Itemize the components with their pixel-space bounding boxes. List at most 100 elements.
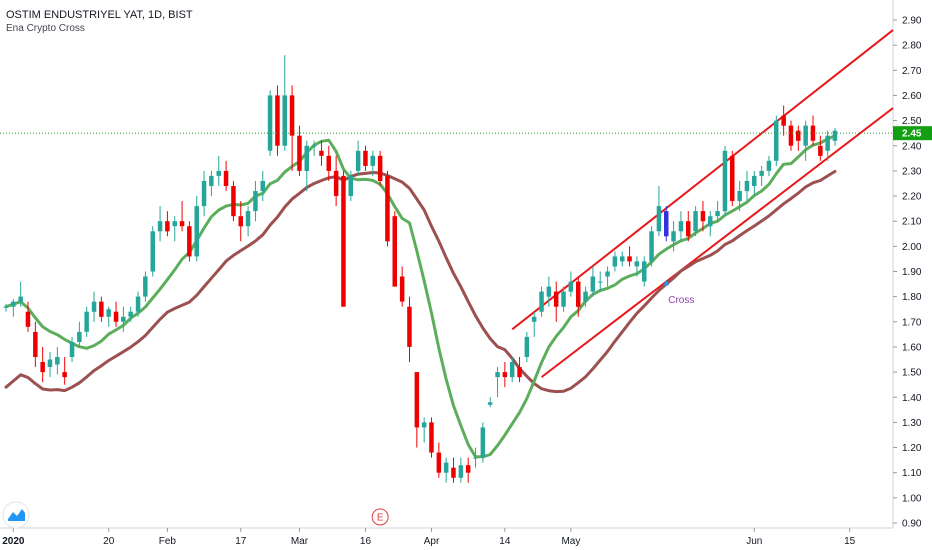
candle-body — [326, 155, 331, 171]
candle-body — [253, 191, 258, 212]
candle-body — [231, 186, 236, 217]
candle-body — [436, 452, 442, 473]
candle-body — [458, 465, 464, 478]
earnings-event-letter: E — [377, 513, 384, 524]
y-tick-label: 2.50 — [902, 116, 922, 127]
candle-body — [69, 341, 75, 357]
candle-body — [135, 296, 141, 312]
x-tick-label: 20 — [103, 536, 115, 547]
y-tick-label: 1.60 — [902, 342, 922, 353]
candle-body — [561, 291, 566, 307]
x-tick-label: Apr — [424, 536, 440, 547]
x-tick-label: 2020 — [2, 536, 25, 547]
candle-body — [121, 316, 126, 322]
candle-body — [678, 221, 684, 232]
candle-body — [774, 120, 779, 161]
candle-body — [730, 155, 735, 202]
candle-body — [693, 211, 698, 232]
x-tick-label: Feb — [159, 536, 177, 547]
candle-body — [150, 231, 155, 272]
candle-body — [143, 276, 148, 297]
y-tick-label: 1.10 — [902, 468, 922, 479]
candle-body — [84, 311, 89, 332]
time-axis[interactable]: 2020 20 Feb 17 Mar 16 Apr 14 May Jun 15 — [2, 528, 856, 547]
candle-body — [642, 261, 647, 282]
candle-body — [539, 291, 544, 312]
candle-body — [40, 362, 45, 373]
channel-lower-line — [540, 107, 894, 378]
candle-body — [620, 256, 625, 262]
candle-body — [421, 422, 427, 428]
slow-moving-average — [4, 169, 837, 394]
fast-moving-average — [4, 134, 837, 459]
candle-body — [311, 145, 317, 147]
candle-body — [583, 291, 588, 302]
x-tick-label: May — [561, 536, 580, 547]
candle-body — [803, 125, 808, 146]
candle-body — [282, 95, 287, 146]
candle-body — [55, 357, 60, 365]
candle-body — [407, 306, 412, 347]
symbol-title: OSTIM ENDUSTRIYEL YAT, 1D, BIST — [6, 9, 193, 21]
candle-body — [106, 309, 111, 317]
candle-body — [165, 221, 170, 232]
candle-body — [744, 181, 750, 192]
x-tick-label: 15 — [844, 536, 856, 547]
y-tick-label: 1.50 — [902, 368, 922, 379]
candle-body — [267, 95, 273, 151]
y-tick-label: 1.80 — [902, 292, 922, 303]
candle-body — [568, 281, 574, 292]
candle-body — [201, 181, 207, 207]
candle-body — [443, 462, 449, 473]
candle-body — [517, 367, 522, 378]
candle-body — [473, 457, 478, 459]
candle-body — [47, 359, 53, 367]
candle-body — [605, 271, 610, 277]
candle-body — [355, 150, 361, 171]
price-axis[interactable]: 0.90 1.00 1.10 1.20 1.30 1.40 1.50 1.60 1.70 1.80… — [893, 16, 922, 530]
candle-body — [781, 115, 786, 126]
candle-body — [172, 221, 177, 227]
last-price-line: 2.45 — [0, 126, 932, 141]
y-tick-label: 2.70 — [902, 66, 922, 77]
candle-body — [502, 372, 508, 378]
y-tick-label: 2.40 — [902, 141, 922, 152]
candle-body — [3, 306, 9, 308]
chart-grid — [0, 0, 894, 529]
candle-body — [546, 286, 552, 297]
cross-signal-arrow: ▲ — [661, 277, 671, 288]
candle-body — [627, 256, 632, 262]
y-tick-label: 2.20 — [902, 192, 922, 203]
y-tick-label: 1.20 — [902, 443, 922, 454]
candle-body — [99, 301, 104, 317]
y-tick-label: 2.00 — [902, 242, 922, 253]
candle-body — [297, 135, 302, 171]
candle-body — [634, 261, 640, 267]
candle-body — [128, 311, 133, 317]
candle-body — [465, 465, 471, 473]
candle-body — [722, 150, 728, 212]
tradingview-logo[interactable] — [2, 501, 30, 529]
candle-body — [451, 467, 456, 478]
candle-body — [737, 191, 742, 202]
candle-body — [341, 175, 346, 307]
trend-channel[interactable] — [511, 29, 894, 378]
candlestick-series — [3, 55, 838, 483]
candle-body — [370, 155, 375, 166]
y-tick-label: 1.40 — [902, 393, 922, 404]
candle-body — [700, 211, 706, 222]
candle-body — [553, 291, 559, 307]
candle-body — [77, 331, 82, 342]
y-tick-label: 2.30 — [902, 166, 922, 177]
last-price-value: 2.45 — [902, 129, 922, 140]
x-tick-label: 14 — [499, 536, 511, 547]
candle-body — [25, 311, 31, 327]
earnings-event-marker — [371, 508, 389, 526]
last-price-tag — [893, 126, 932, 141]
indicator-label[interactable]: Ena Crypto Cross — [6, 23, 85, 34]
candle-body — [429, 422, 434, 453]
slow-ma-line — [4, 169, 837, 394]
chart-annotations: ▲ Cross E — [371, 277, 694, 526]
candle-body — [531, 316, 537, 322]
